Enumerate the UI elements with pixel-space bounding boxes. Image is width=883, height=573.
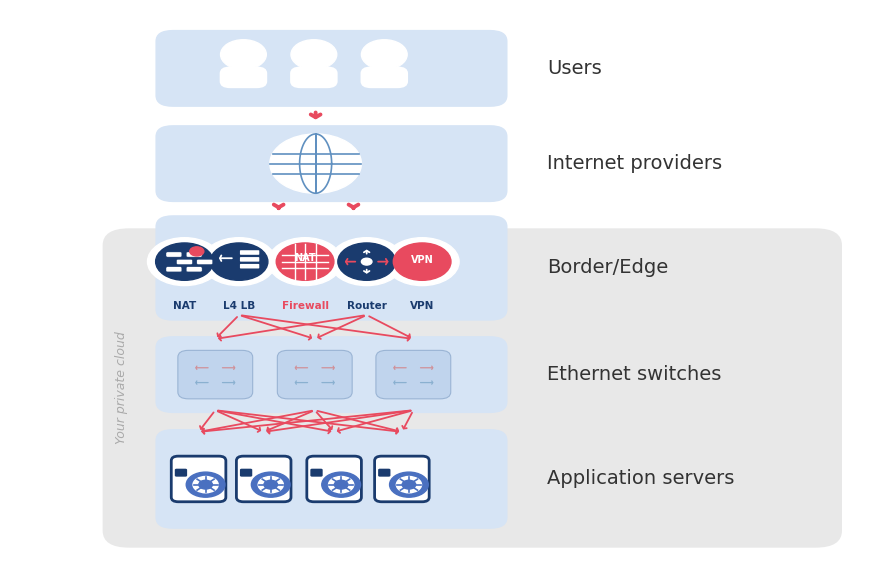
Circle shape bbox=[193, 477, 218, 493]
Circle shape bbox=[264, 480, 277, 489]
Text: Internet providers: Internet providers bbox=[547, 154, 722, 173]
Circle shape bbox=[270, 134, 361, 193]
FancyBboxPatch shape bbox=[177, 350, 253, 399]
FancyBboxPatch shape bbox=[240, 264, 260, 269]
Circle shape bbox=[328, 477, 354, 493]
Circle shape bbox=[396, 477, 421, 493]
Text: Your private cloud: Your private cloud bbox=[116, 332, 129, 445]
Circle shape bbox=[276, 243, 334, 280]
Text: Firewall: Firewall bbox=[282, 301, 328, 312]
FancyBboxPatch shape bbox=[177, 260, 192, 265]
FancyBboxPatch shape bbox=[166, 252, 182, 257]
FancyBboxPatch shape bbox=[240, 469, 253, 477]
FancyBboxPatch shape bbox=[175, 469, 187, 477]
FancyBboxPatch shape bbox=[102, 228, 842, 548]
Text: Ethernet switches: Ethernet switches bbox=[547, 365, 721, 384]
Circle shape bbox=[147, 238, 222, 285]
FancyBboxPatch shape bbox=[240, 257, 260, 262]
Circle shape bbox=[210, 243, 268, 280]
FancyBboxPatch shape bbox=[310, 469, 322, 477]
Text: L4 LB: L4 LB bbox=[223, 301, 255, 312]
FancyBboxPatch shape bbox=[306, 456, 361, 502]
Circle shape bbox=[202, 238, 276, 285]
FancyBboxPatch shape bbox=[155, 30, 508, 107]
FancyBboxPatch shape bbox=[155, 125, 508, 202]
FancyBboxPatch shape bbox=[291, 66, 337, 88]
Circle shape bbox=[361, 258, 372, 265]
FancyBboxPatch shape bbox=[237, 456, 291, 502]
Text: VPN: VPN bbox=[410, 301, 434, 312]
FancyBboxPatch shape bbox=[277, 350, 352, 399]
Circle shape bbox=[385, 238, 459, 285]
Text: Application servers: Application servers bbox=[547, 469, 735, 488]
FancyBboxPatch shape bbox=[360, 66, 408, 88]
Circle shape bbox=[221, 40, 267, 69]
FancyBboxPatch shape bbox=[166, 267, 182, 272]
FancyBboxPatch shape bbox=[197, 260, 213, 265]
Circle shape bbox=[190, 247, 204, 256]
FancyBboxPatch shape bbox=[378, 469, 390, 477]
Circle shape bbox=[329, 238, 404, 285]
Circle shape bbox=[338, 243, 396, 280]
Circle shape bbox=[268, 238, 342, 285]
FancyBboxPatch shape bbox=[374, 456, 429, 502]
Text: Router: Router bbox=[347, 301, 387, 312]
Circle shape bbox=[321, 472, 360, 497]
Circle shape bbox=[393, 243, 451, 280]
Circle shape bbox=[199, 480, 213, 489]
FancyBboxPatch shape bbox=[186, 267, 202, 272]
Circle shape bbox=[291, 40, 336, 69]
Circle shape bbox=[389, 472, 428, 497]
Text: NAT: NAT bbox=[294, 253, 316, 263]
Circle shape bbox=[402, 480, 416, 489]
Circle shape bbox=[258, 477, 283, 493]
FancyBboxPatch shape bbox=[155, 429, 508, 529]
FancyBboxPatch shape bbox=[376, 350, 450, 399]
Text: Users: Users bbox=[547, 59, 602, 78]
Circle shape bbox=[335, 480, 348, 489]
Circle shape bbox=[252, 472, 291, 497]
Text: Border/Edge: Border/Edge bbox=[547, 258, 668, 277]
Circle shape bbox=[361, 40, 407, 69]
FancyBboxPatch shape bbox=[171, 456, 226, 502]
FancyBboxPatch shape bbox=[240, 250, 260, 255]
FancyBboxPatch shape bbox=[155, 215, 508, 321]
Text: VPN: VPN bbox=[411, 256, 434, 265]
FancyBboxPatch shape bbox=[220, 66, 268, 88]
Text: NAT: NAT bbox=[173, 301, 196, 312]
Circle shape bbox=[155, 243, 214, 280]
FancyBboxPatch shape bbox=[186, 252, 202, 257]
FancyBboxPatch shape bbox=[155, 336, 508, 413]
Circle shape bbox=[186, 472, 225, 497]
